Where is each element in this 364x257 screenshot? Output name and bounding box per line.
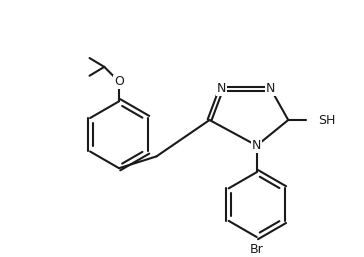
Text: N: N bbox=[217, 82, 226, 95]
Text: SH: SH bbox=[318, 114, 335, 126]
Text: O: O bbox=[114, 75, 124, 88]
Text: N: N bbox=[252, 139, 261, 152]
Text: N: N bbox=[266, 82, 275, 95]
Text: Br: Br bbox=[250, 243, 264, 256]
